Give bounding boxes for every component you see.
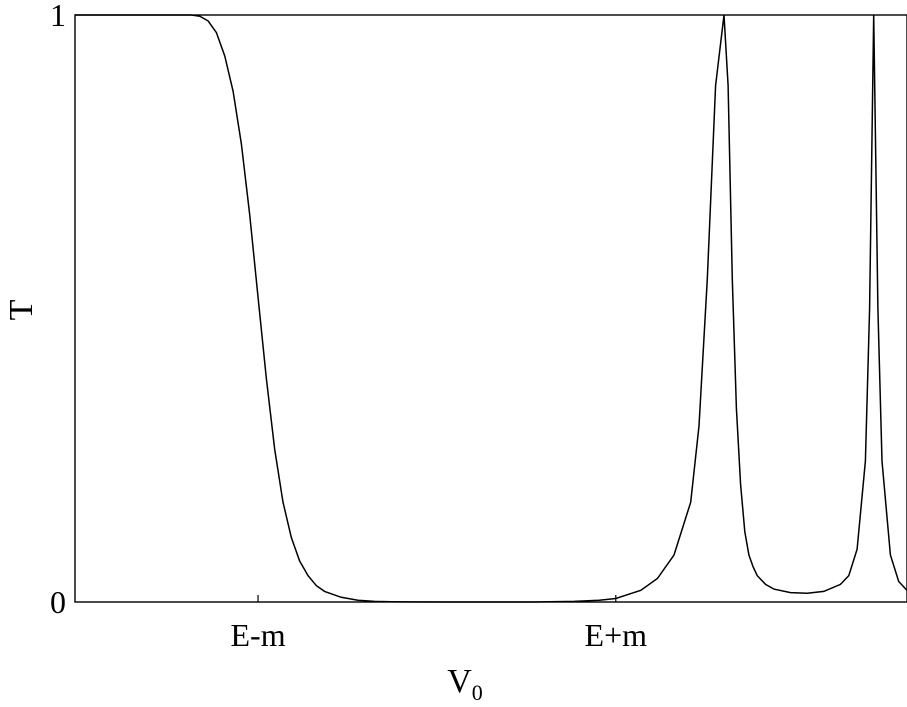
y-axis-ticks: 01 (50, 0, 66, 620)
x-tick-label: E+m (585, 617, 648, 653)
x-tick-label: E-m (230, 617, 285, 653)
y-tick-label: 0 (50, 584, 66, 620)
transmission-curve (75, 14, 907, 603)
x-axis-label-subscript: 0 (472, 680, 483, 702)
plot-frame (74, 14, 907, 603)
y-tick-label: 1 (50, 0, 66, 33)
x-axis-ticks: E-m E+m (230, 595, 647, 653)
x-axis-label-main: V (447, 663, 472, 700)
y-axis-label: T (3, 299, 40, 320)
x-axis-label: V0 (447, 663, 483, 702)
